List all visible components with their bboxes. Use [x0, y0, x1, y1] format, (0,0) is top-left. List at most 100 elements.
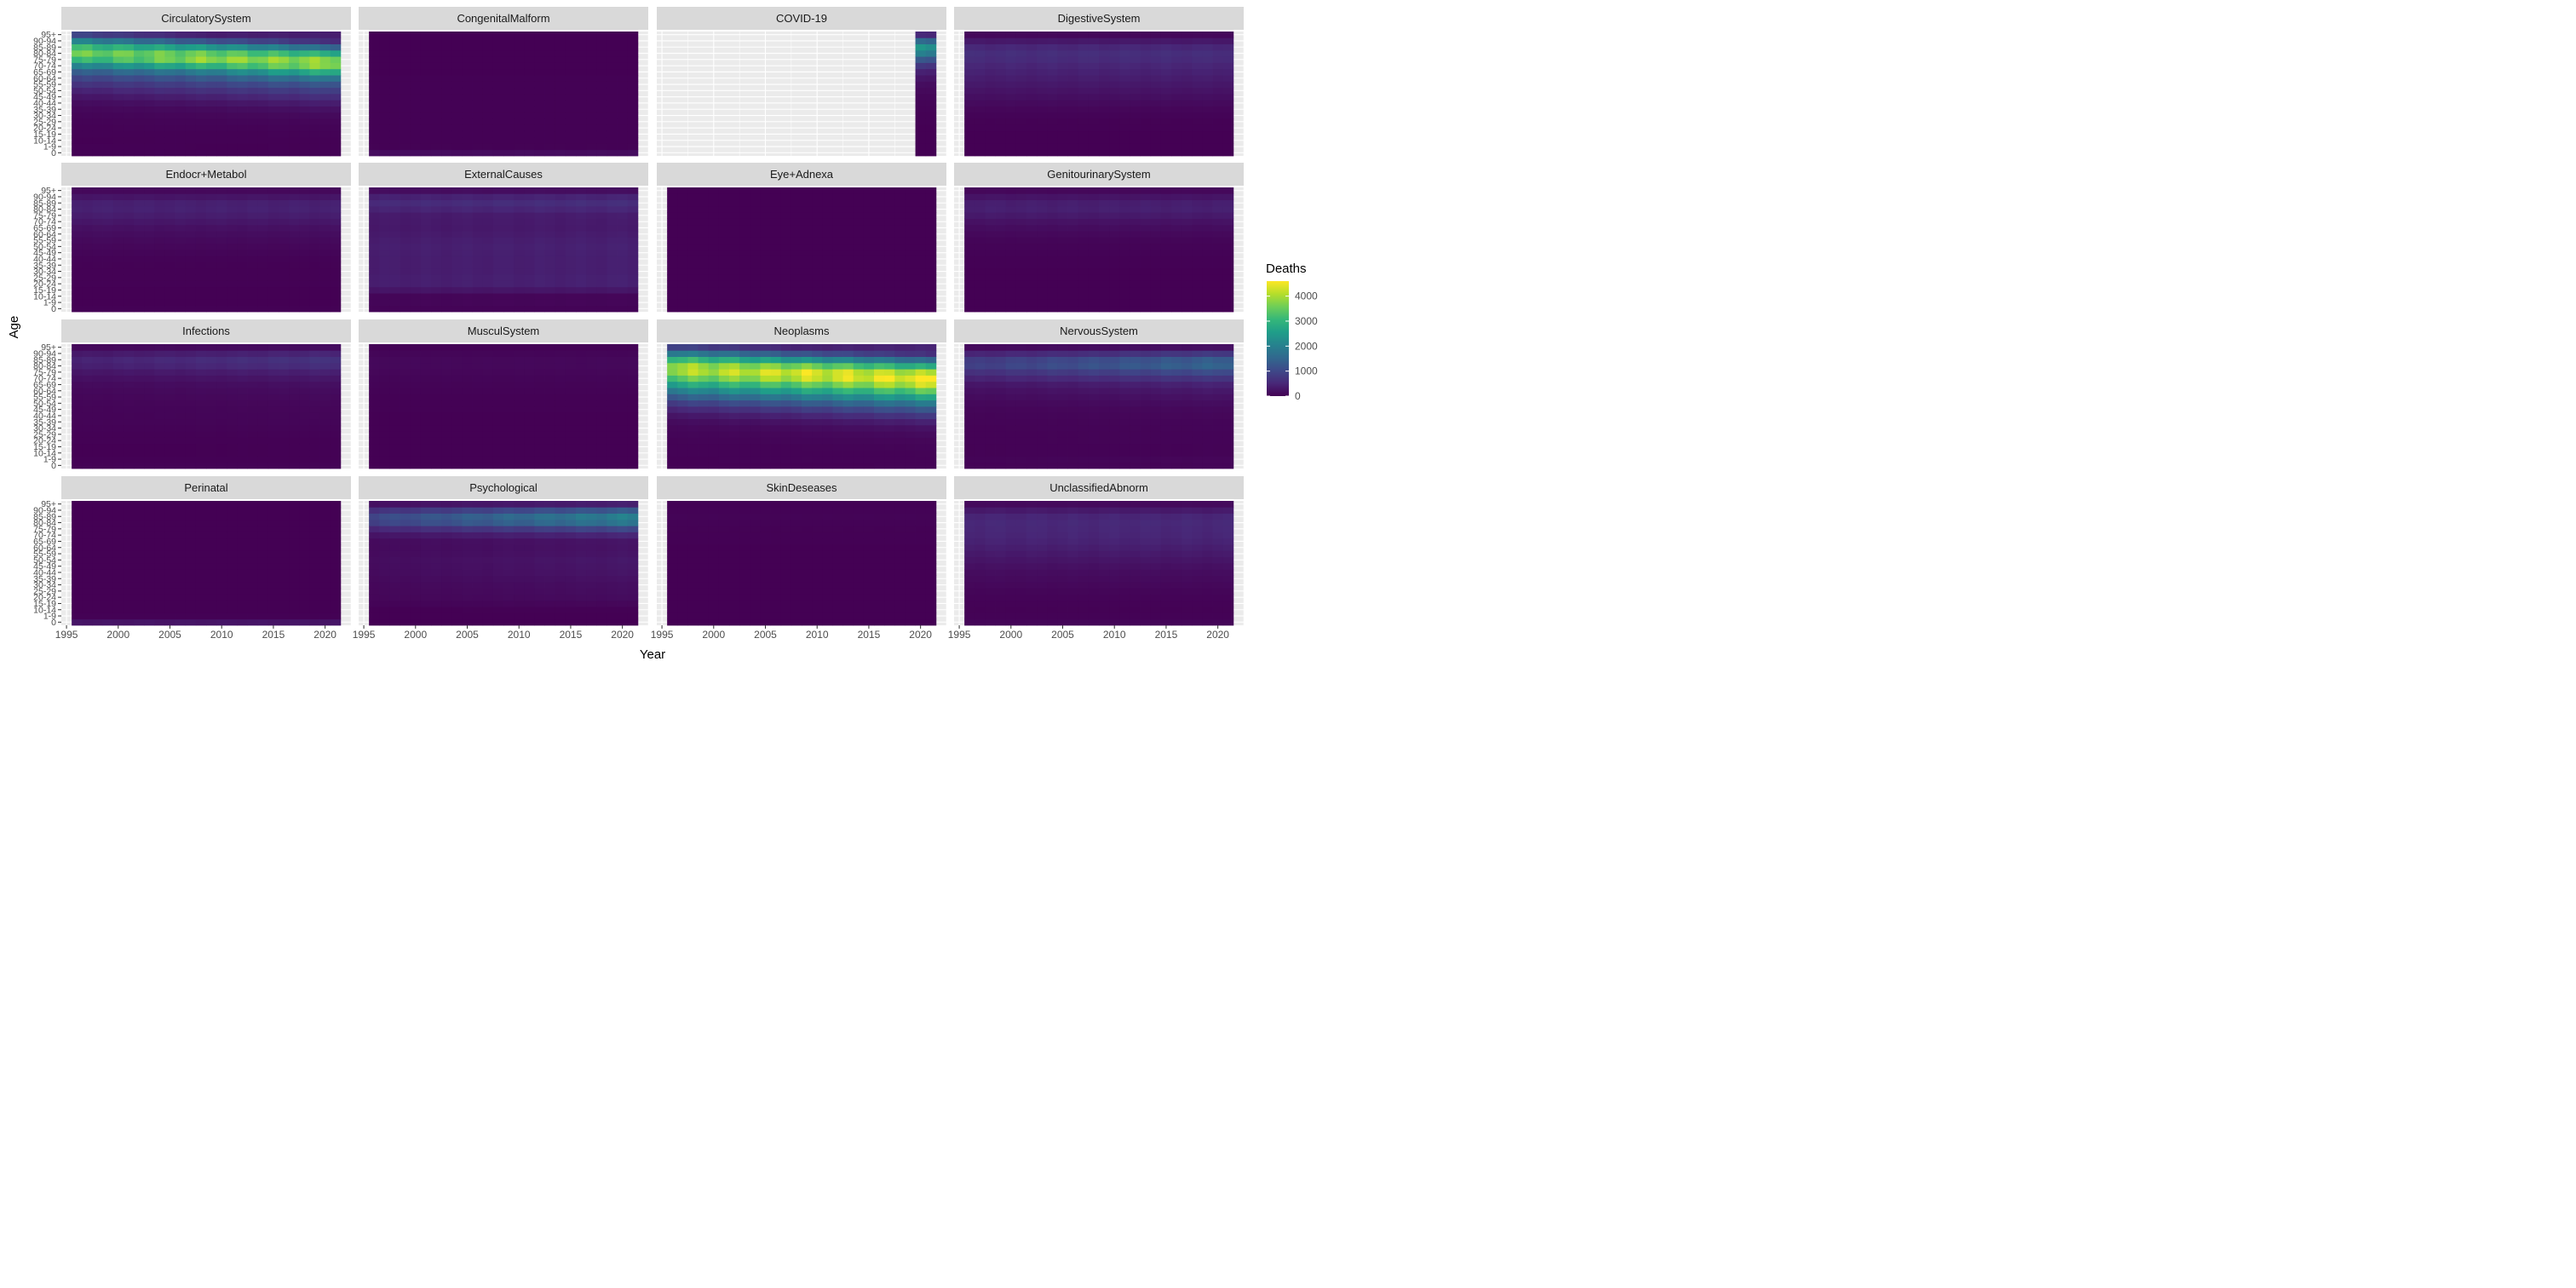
heatmap-cell — [389, 267, 400, 275]
heatmap-cell — [1212, 267, 1224, 275]
heatmap-cell — [1182, 293, 1193, 300]
heatmap-cell — [482, 87, 494, 95]
heatmap-cell — [492, 299, 504, 307]
heatmap-cell — [102, 94, 114, 101]
heatmap-cell — [389, 68, 400, 76]
heatmap-cell — [400, 81, 411, 89]
heatmap-cell — [524, 443, 535, 451]
heatmap-cell — [1140, 237, 1152, 244]
heatmap-cell — [441, 381, 452, 388]
heatmap-cell — [420, 112, 432, 119]
heatmap-cell — [123, 130, 135, 138]
heatmap-cell — [289, 375, 300, 382]
heatmap-cell — [995, 286, 1007, 294]
heatmap-cell — [1047, 256, 1058, 262]
heatmap-cell — [627, 62, 639, 70]
heatmap-cell — [1140, 75, 1152, 82]
heatmap-cell — [503, 369, 515, 376]
heatmap-cell — [144, 118, 155, 125]
heatmap-cell — [586, 250, 597, 256]
heatmap-cell — [1130, 143, 1141, 151]
heatmap-cell — [247, 267, 259, 275]
heatmap-cell — [791, 243, 802, 250]
heatmap-cell — [964, 199, 975, 207]
heatmap-cell — [544, 49, 556, 57]
heatmap-cell — [279, 81, 290, 89]
heatmap-cell — [319, 388, 331, 394]
heatmap-cell — [750, 262, 761, 269]
heatmap-cell — [853, 218, 865, 226]
heatmap-cell — [257, 243, 269, 250]
heatmap-cell — [576, 212, 587, 219]
heatmap-cell — [369, 237, 380, 244]
heatmap-cell — [482, 143, 494, 151]
heatmap-cell — [1119, 243, 1130, 250]
heatmap-cell — [1171, 250, 1182, 256]
heatmap-cell — [330, 369, 342, 376]
heatmap-cell — [565, 212, 577, 219]
heatmap-cell — [534, 280, 545, 288]
heatmap-cell — [802, 262, 813, 269]
heatmap-cell — [1037, 56, 1048, 63]
heatmap-cell — [462, 381, 473, 388]
heatmap-cell — [822, 212, 833, 219]
heatmap-cell — [247, 280, 259, 288]
heatmap-cell — [279, 462, 290, 469]
heatmap-cell — [247, 37, 259, 44]
heatmap-cell — [451, 137, 463, 144]
heatmap-cell — [1099, 130, 1110, 138]
heatmap-cell — [112, 450, 124, 457]
heatmap-cell — [82, 381, 93, 388]
heatmap-cell — [410, 437, 422, 445]
heatmap-cell — [894, 305, 906, 313]
heatmap-cell — [1099, 286, 1110, 294]
heatmap-cell — [894, 274, 906, 281]
heatmap-cell — [185, 450, 197, 457]
heatmap-cell — [1015, 187, 1027, 194]
heatmap-cell — [1037, 267, 1048, 275]
heatmap-cell — [92, 443, 103, 451]
heatmap-cell — [1192, 256, 1203, 262]
heatmap-cell — [596, 274, 607, 281]
heatmap-cell — [617, 62, 629, 70]
heatmap-cell — [102, 456, 114, 463]
heatmap-cell — [1078, 262, 1090, 269]
heatmap-cell — [565, 262, 577, 269]
heatmap-cell — [369, 218, 380, 226]
heatmap-cell — [1057, 81, 1068, 89]
heatmap-cell — [369, 406, 380, 413]
heatmap-cell — [1088, 43, 1100, 51]
heatmap-cell — [112, 218, 124, 226]
heatmap-cell — [905, 256, 916, 262]
heatmap-cell — [216, 62, 227, 70]
heatmap-cell — [975, 43, 986, 51]
heatmap-cell — [257, 137, 269, 144]
heatmap-cell — [330, 293, 342, 300]
heatmap-cell — [596, 143, 607, 151]
heatmap-cell — [1222, 267, 1234, 275]
heatmap-cell — [492, 388, 504, 394]
heatmap-cell — [708, 274, 720, 281]
heatmap-cell — [102, 412, 114, 419]
heatmap-cell — [206, 431, 217, 438]
heatmap-cell — [1037, 87, 1048, 95]
heatmap-cell — [420, 362, 432, 370]
heatmap-cell — [82, 87, 93, 95]
heatmap-cell — [1182, 143, 1193, 151]
heatmap-cell — [925, 262, 937, 269]
heatmap-cell — [842, 212, 854, 219]
heatmap-cell — [1037, 130, 1048, 138]
heatmap-cell — [492, 137, 504, 144]
heatmap-cell — [1130, 32, 1141, 38]
heatmap-cell — [915, 137, 927, 144]
heatmap-cell — [206, 224, 217, 232]
heatmap-cell — [884, 250, 895, 256]
heatmap-cell — [482, 149, 494, 157]
heatmap-cell — [330, 124, 342, 132]
heatmap-cell — [309, 344, 320, 351]
heatmap-cell — [195, 293, 207, 300]
heatmap-cell — [431, 143, 442, 151]
heatmap-cell — [431, 218, 442, 226]
heatmap-cell — [1171, 130, 1182, 138]
heatmap-cell — [462, 299, 473, 307]
